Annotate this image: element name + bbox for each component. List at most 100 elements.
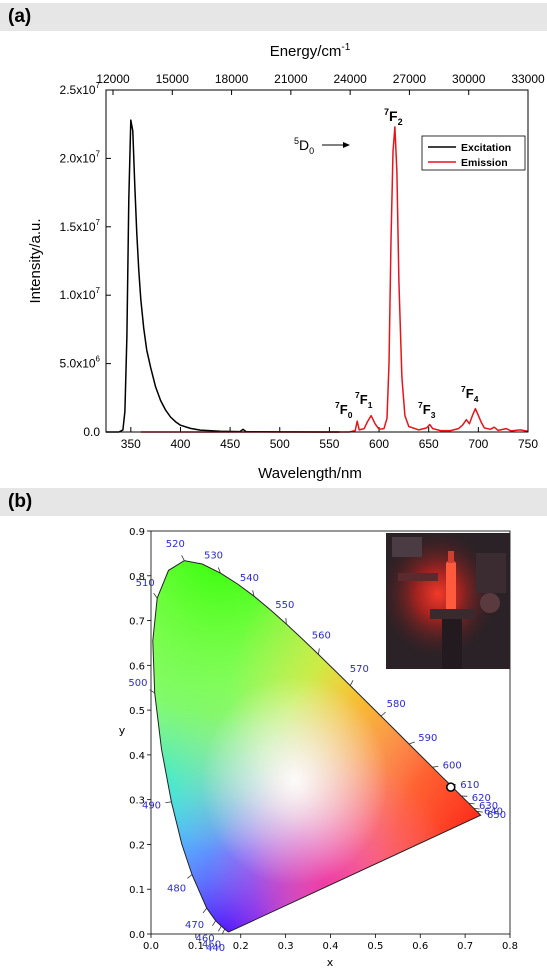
glowing-sample-tube xyxy=(446,561,456,613)
y-tick-label: 2.5x107 xyxy=(60,81,101,97)
wavelength-tick xyxy=(380,711,386,717)
cie-y-tick-label: 0.5 xyxy=(129,706,145,717)
panel-b-label: (b) xyxy=(8,491,33,512)
top-axis-title: Energy/cm-1 xyxy=(270,42,351,60)
cie-x-tick-label: 0.1 xyxy=(188,941,204,952)
wavelength-label: 590 xyxy=(418,733,437,744)
peak-label-7f3: 7F3 xyxy=(418,400,436,420)
wavelength-tick xyxy=(432,765,439,768)
legend-label-emission: Emission xyxy=(461,157,508,169)
transition-annotations: 5D0 7F2 7F0 7F1 7F3 7F4 xyxy=(294,107,479,420)
wavelength-label: 540 xyxy=(240,573,259,584)
top-tick-label: 15000 xyxy=(156,72,190,86)
plot-frame xyxy=(105,89,529,433)
wavelength-label: 510 xyxy=(136,578,155,589)
peak-label-7f4: 7F4 xyxy=(461,384,479,404)
cie-y-tick-label: 0.6 xyxy=(129,661,145,672)
wavelength-tick xyxy=(212,920,216,927)
annotation-arrowhead xyxy=(343,142,350,148)
peak-label-7f0: 7F0 xyxy=(335,400,353,420)
wavelength-label: 450 xyxy=(202,940,221,951)
spectrum-chart: Energy/cm-1 12000 15000 18000 21000 24000 270… xyxy=(27,42,545,482)
x-tick-label: 600 xyxy=(369,437,389,451)
x-tick-label: 550 xyxy=(319,437,339,451)
top-tick-label: 18000 xyxy=(215,72,249,86)
wavelength-tick xyxy=(252,590,255,597)
y-tick-label: 5.0x106 xyxy=(60,355,101,371)
color-coordinate-points xyxy=(445,782,456,792)
panel-a-header: (a) xyxy=(0,3,547,31)
cie-y-tick-label: 0.1 xyxy=(129,885,145,896)
wavelength-label: 580 xyxy=(387,699,406,710)
series-excitation-line xyxy=(106,119,340,433)
y-tick-label: 2.0x107 xyxy=(60,149,101,165)
top-tick-label: 30000 xyxy=(452,72,486,86)
cie-y-tick-label: 0.2 xyxy=(129,840,145,851)
x-tick-label: 450 xyxy=(220,437,240,451)
wavelength-label: 490 xyxy=(142,800,161,811)
wavelength-label: 620 xyxy=(472,793,491,804)
cie-x-tick-label: 0.3 xyxy=(278,941,294,952)
panel-a-label: (a) xyxy=(8,6,32,27)
wavelength-tick xyxy=(218,925,222,932)
series-emission-line xyxy=(140,126,529,433)
top-tick-label: 33000 xyxy=(511,72,545,86)
wavelength-label: 460 xyxy=(196,934,215,945)
inset-photo xyxy=(386,533,510,669)
legend: Excitation Emission xyxy=(421,135,526,171)
wavelength-tick xyxy=(473,807,480,810)
peak-label-7f2: 7F2 xyxy=(384,107,403,127)
top-tick-label: 12000 xyxy=(96,72,130,86)
x-tick-label: 350 xyxy=(121,437,141,451)
cie-y-tick-label: 0.3 xyxy=(129,796,145,807)
cie-y-tick-label: 0.0 xyxy=(129,930,145,941)
y-tick-label: 0.0 xyxy=(83,425,100,439)
cie-y-tick-label: 0.4 xyxy=(129,751,145,762)
wavelength-tick xyxy=(153,593,158,599)
y-axis-ticks: 0.0 5.0x106 1.0x107 1.5x107 2.0x107 2.5x107 xyxy=(60,81,111,439)
cie-x-tick-label: 0.0 xyxy=(143,941,159,952)
x-tick-label: 400 xyxy=(170,437,190,451)
x-tick-label: 650 xyxy=(419,437,439,451)
spectral-locus xyxy=(152,560,482,933)
top-tick-label: 24000 xyxy=(333,72,367,86)
cie-axis-ticks: 0.0 0.1 0.2 0.3 0.4 0.5 0.6 0.7 0.8 0.0 0.1 0.2 0.3 0… xyxy=(129,527,518,952)
cie-x-tick-label: 0.6 xyxy=(412,941,428,952)
wavelength-tick xyxy=(187,874,193,879)
x-axis-ticks: 350 400 450 500 550 600 650 700 750 xyxy=(121,427,538,451)
wavelength-tick xyxy=(476,810,483,813)
y-tick-label: 1.0x107 xyxy=(60,286,101,302)
coordinate-point xyxy=(445,782,456,792)
wavelength-tick xyxy=(149,689,155,694)
x-tick-label: 700 xyxy=(468,437,488,451)
top-tick-label: 27000 xyxy=(393,72,427,86)
x-tick-label: 750 xyxy=(518,437,538,451)
cie-x-axis-title: x xyxy=(327,956,334,969)
x-axis-title: Wavelength/nm xyxy=(258,465,362,482)
wavelength-label: 500 xyxy=(128,678,147,689)
cie-x-tick-label: 0.4 xyxy=(323,941,339,952)
wavelength-tick xyxy=(408,741,415,745)
wavelength-label: 530 xyxy=(204,550,223,561)
wavelength-label: 600 xyxy=(443,760,462,771)
wavelength-tick xyxy=(221,928,226,935)
wavelength-label: 570 xyxy=(350,664,369,675)
wavelength-label: 480 xyxy=(167,883,186,894)
legend-label-excitation: Excitation xyxy=(461,142,511,154)
top-axis-ticks: 12000 15000 18000 21000 24000 27000 30000 33000 xyxy=(96,72,545,95)
wavelength-label: 610 xyxy=(460,780,479,791)
y-axis-title: Intensity/a.u. xyxy=(27,218,44,303)
cie-x-tick-label: 0.2 xyxy=(233,941,249,952)
spectrum-curves xyxy=(106,119,529,433)
wavelength-label: 550 xyxy=(275,600,294,611)
wavelength-tick xyxy=(318,648,320,655)
wavelength-tick xyxy=(181,555,185,561)
wavelength-label: 560 xyxy=(312,631,331,642)
legend-box xyxy=(421,135,526,171)
wavelength-tick xyxy=(217,567,221,574)
cie-y-axis-title: y xyxy=(119,724,126,737)
wavelength-label: 650 xyxy=(487,810,506,821)
cie-x-tick-label: 0.5 xyxy=(367,941,383,952)
wavelength-label: 520 xyxy=(166,539,185,550)
